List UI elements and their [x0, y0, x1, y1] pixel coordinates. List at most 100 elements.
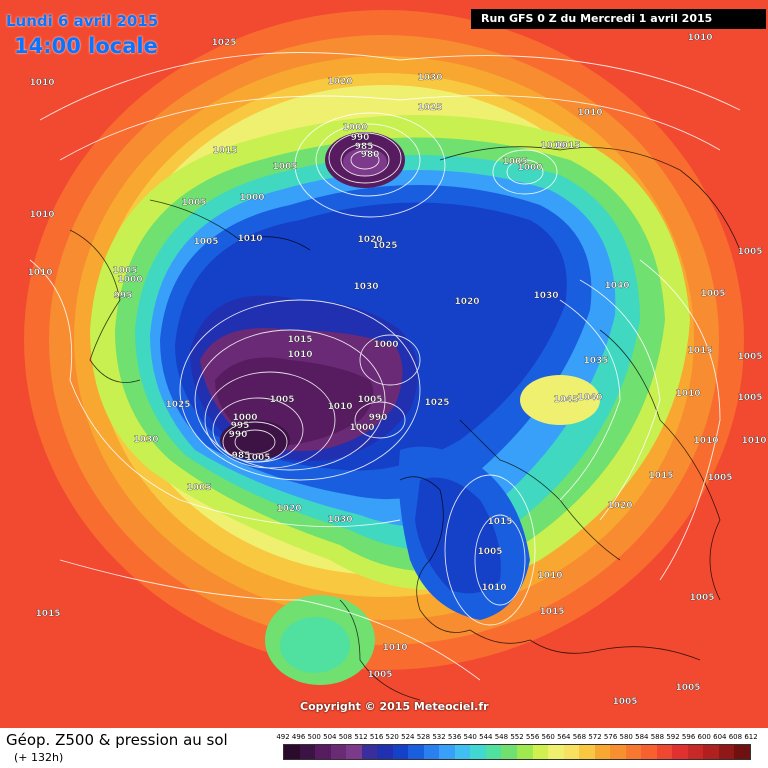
- legend-swatch: [361, 745, 378, 759]
- legend-swatch: [579, 745, 595, 759]
- isobar-label: 1030: [353, 282, 378, 292]
- legend-value: 600: [697, 733, 711, 741]
- legend-swatch: [656, 745, 673, 759]
- legend-value: 496: [291, 733, 306, 741]
- legend-swatch: [392, 745, 409, 759]
- isobar-label: 1010: [693, 436, 718, 446]
- legend-value: 508: [338, 733, 353, 741]
- legend-value: 520: [385, 733, 399, 741]
- legend-value: 556: [525, 733, 540, 741]
- legend-swatch: [594, 745, 611, 759]
- isobar-label: 1005: [186, 483, 211, 493]
- isobar-label: 1035: [583, 356, 608, 366]
- legend-value: 492: [276, 733, 290, 741]
- isobar-label: 1000: [517, 163, 542, 173]
- isobar-label: 1025: [372, 241, 397, 251]
- isobar-label: 1020: [276, 504, 301, 514]
- isobar-label: 1045: [553, 395, 578, 405]
- isobar-label: 1000: [373, 340, 398, 350]
- legend-swatch: [501, 745, 517, 759]
- legend-value: 588: [650, 733, 665, 741]
- legend-swatch: [610, 745, 626, 759]
- isobar-label: 990: [229, 430, 248, 440]
- isobar-label: 985: [355, 142, 374, 152]
- isobar-label: 1015: [648, 471, 673, 481]
- isobar-label: 1005: [112, 266, 137, 276]
- geopotential-field: [0, 0, 768, 728]
- legend-value: 544: [479, 733, 493, 741]
- legend-swatch: [485, 745, 502, 759]
- isobar-label: 1005: [675, 683, 700, 693]
- legend-swatch: [470, 745, 486, 759]
- legend-swatch: [299, 745, 316, 759]
- coastlines: [69, 146, 741, 701]
- isobar-label: 1005: [707, 473, 732, 483]
- legend-value: 612: [744, 733, 758, 741]
- forecast-time: 14:00 locale: [14, 34, 158, 58]
- legend-swatch: [454, 745, 471, 759]
- isobar-label: 1005: [245, 453, 270, 463]
- isobar-label: 1025: [165, 400, 190, 410]
- isobar-label: 1010: [287, 350, 312, 360]
- legend-swatch: [687, 745, 704, 759]
- isobar-label: 1025: [417, 103, 442, 113]
- legend-value: 564: [557, 733, 571, 741]
- legend-scale-labels: 492 496 500 504 508 512 516 520 524 528 532 536 540 5…: [276, 733, 757, 743]
- isobar-label: 1040: [604, 281, 629, 291]
- isobar-label: 1010: [29, 210, 54, 220]
- isobar-label: 1020: [327, 77, 352, 87]
- isobar-label: 1005: [269, 395, 294, 405]
- legend-value: 528: [416, 733, 431, 741]
- lead-time: (+ 132h): [14, 751, 64, 764]
- isobar-label: 1005: [737, 393, 762, 403]
- isobar-label: 1030: [327, 515, 352, 525]
- isobar-label: 1015: [487, 517, 512, 527]
- legend-footer: Géop. Z500 & pression au sol (+ 132h) 49…: [0, 728, 768, 768]
- legend-value: 536: [447, 733, 462, 741]
- legend-swatch: [516, 745, 533, 759]
- legend-value: 512: [354, 733, 368, 741]
- isobar-label: 1000: [232, 413, 257, 423]
- isobar-label: 1000: [342, 123, 367, 133]
- isobar-label: 1015: [687, 346, 712, 356]
- isobar-label: 1010: [27, 268, 52, 278]
- isobar-label: 1005: [272, 162, 297, 172]
- model-run-info: Run GFS 0 Z du Mercredi 1 avril 2015: [471, 9, 766, 29]
- legend-value: 604: [713, 733, 727, 741]
- isobar-label: 980: [361, 150, 380, 160]
- isobar-label: 1005: [181, 198, 206, 208]
- isobar-label: 1010: [537, 571, 562, 581]
- isobar-label: 1030: [133, 435, 158, 445]
- legend-value: 552: [510, 733, 524, 741]
- isobar-label: 995: [231, 421, 250, 431]
- isobar-label: 1005: [357, 395, 382, 405]
- legend-value: 560: [541, 733, 555, 741]
- legend-swatch: [548, 745, 564, 759]
- forecast-date: Lundi 6 avril 2015: [6, 12, 159, 30]
- isobar-label: 1005: [477, 547, 502, 557]
- legend-swatch: [346, 745, 362, 759]
- legend-value: 548: [494, 733, 509, 741]
- isobar-label: 1010: [577, 108, 602, 118]
- legend-swatch: [703, 745, 719, 759]
- legend-value: 580: [619, 733, 633, 741]
- isobar-label: 1025: [211, 38, 236, 48]
- legend-swatch: [330, 745, 347, 759]
- isobar-label: 1005: [689, 593, 714, 603]
- legend-value: 572: [588, 733, 602, 741]
- isobar-label: 985: [232, 451, 251, 461]
- isobar-label: 1010: [540, 141, 565, 151]
- isobar-lines: [29, 52, 741, 681]
- legend-value: 540: [463, 733, 477, 741]
- isobar-label: 1000: [349, 423, 374, 433]
- isobar-label: 1015: [539, 607, 564, 617]
- isobar-label: 1010: [675, 389, 700, 399]
- legend-value: 524: [401, 733, 415, 741]
- isobar-label: 1005: [700, 289, 725, 299]
- legend-value: 608: [728, 733, 743, 741]
- legend-swatch: [734, 745, 750, 759]
- legend-swatch: [423, 745, 440, 759]
- legend-swatch: [408, 745, 424, 759]
- isobar-label: 1005: [737, 352, 762, 362]
